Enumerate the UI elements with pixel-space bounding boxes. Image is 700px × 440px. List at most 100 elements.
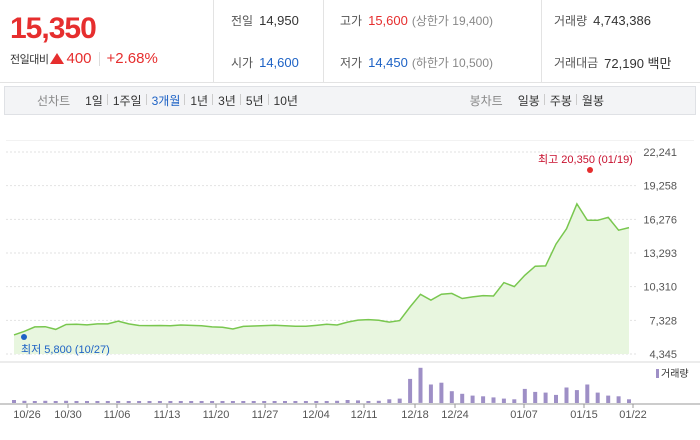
y-tick-label: 4,345 [649,349,677,361]
candle-tab[interactable]: 주봉 [543,92,577,109]
high-marker [587,167,593,173]
volume-bar [606,395,611,403]
stat-label: 전일 [231,14,254,28]
volume-bar [220,401,225,403]
quote-summary: 15,350 전일대비 400 +2.68% 전일 14,950 고가 15,6… [0,0,700,83]
volume-bar [105,401,110,403]
stat-open: 시가 14,600 [231,42,299,83]
y-tick-label: 22,241 [643,147,677,159]
volume-bar [116,401,121,403]
stat-prev-close: 전일 14,950 [231,0,299,41]
period-tab[interactable]: 3년 [212,92,241,109]
change-row: 전일대비 400 +2.68% [10,50,158,67]
price-line [13,202,630,336]
volume-bar [574,390,579,403]
x-tick-label: 11/06 [104,409,131,421]
volume-bar [251,401,256,403]
volume-bar [397,398,402,403]
period-tab[interactable]: 5년 [239,92,269,109]
x-tick-label: 12/04 [302,409,330,421]
volume-bar [262,401,267,403]
volume-bar [345,400,350,403]
divider [98,51,100,66]
stat-label: 거래량 [554,14,588,28]
volume-bar [283,401,287,403]
stat-label: 시가 [231,56,254,70]
stat-label: 고가 [340,14,363,28]
y-tick-label: 13,293 [643,248,677,260]
volume-bar [53,401,58,403]
volume-bar [470,395,475,403]
period-toolbar: 선차트 1일 1주일 3개월 1년 3년 5년 10년 봉차트 일봉 주봉 월봉 [4,86,696,115]
x-tick-label: 01/15 [570,409,598,421]
volume-legend-swatch [656,369,659,378]
stat-value: 4,743,386 [593,13,651,28]
price-area [14,203,629,354]
stat-label: 저가 [340,56,363,70]
period-tab[interactable]: 1년 [184,92,213,109]
stat-sub: (상한가 19,400) [411,14,494,28]
x-tick-label: 10/26 [13,409,41,421]
stats-grid: 전일 14,950 고가 15,600 (상한가 19,400) 거래량 4,7… [214,0,700,83]
line-chart-label: 선차트 [37,94,71,108]
period-tab[interactable]: 3개월 [145,92,186,109]
y-tick-label: 16,276 [643,214,677,226]
stat-low: 저가 14,450 (하한가 10,500) [340,42,493,83]
candle-tabs-group: 봉차트 일봉 주봉 월봉 [470,92,609,109]
volume-bar [32,401,37,403]
volume-bar [522,388,527,403]
current-price: 15,350 [10,12,97,45]
period-tabs: 1일 1주일 3개월 1년 3년 5년 10년 [80,92,303,109]
low-marker [21,334,27,340]
x-tick-label: 01/07 [510,409,538,421]
volume-bar [168,401,173,403]
x-tick-label: 12/18 [401,409,429,421]
volume-legend: 거래량 [661,368,689,380]
volume-bar [418,367,423,403]
candle-tab[interactable]: 월봉 [575,92,609,109]
stat-value: 14,600 [259,55,299,70]
volume-bar [210,401,215,403]
change-label: 전일대비 [10,53,49,66]
volume-bar [178,401,183,403]
up-arrow-icon [50,53,65,64]
stat-high: 고가 15,600 (상한가 19,400) [340,0,493,41]
volume-bar [199,401,204,403]
volume-bar [324,401,329,403]
volume-bar [428,384,433,403]
x-tick-label: 10/30 [54,409,82,421]
volume-bar [449,391,454,403]
stat-value: 14,950 [259,13,299,28]
volume-bar [366,401,371,403]
x-tick-label: 11/13 [154,409,181,421]
x-tick-label: 11/20 [203,409,230,421]
candle-tab[interactable]: 일봉 [517,94,540,108]
volume-bar [230,401,235,403]
volume-bar [22,400,27,403]
volume-bar [595,392,600,403]
volume-bar [272,401,277,403]
period-tab[interactable]: 10년 [267,92,303,109]
period-tab[interactable]: 1주일 [106,92,147,109]
divider [541,0,542,83]
stat-sub: (하한가 10,500) [411,56,494,70]
volume-bar [387,399,392,403]
price-chart-svg: 22,241 19,258 16,276 13,293 10,310 7,328 4,345… [0,140,700,421]
x-tick-label: 01/22 [619,409,647,421]
volume-bar [543,392,548,403]
price-box: 15,350 전일대비 400 +2.68% [0,0,214,83]
volume-bar [157,401,162,403]
volume-bar [147,401,152,403]
volume-bar [616,396,621,403]
volume-bar [533,391,538,403]
volume-bar [376,400,381,403]
period-tab[interactable]: 1일 [85,94,103,108]
volume-bar [43,400,48,403]
volume-bar [335,400,340,403]
volume-bar [241,401,246,403]
change-value: 400 [66,50,92,67]
stat-value: 15,600 [368,13,408,28]
y-tick-label: 19,258 [643,181,677,193]
price-chart: 22,241 19,258 16,276 13,293 10,310 7,328 4,345… [0,140,700,440]
volume-bar [512,399,517,403]
